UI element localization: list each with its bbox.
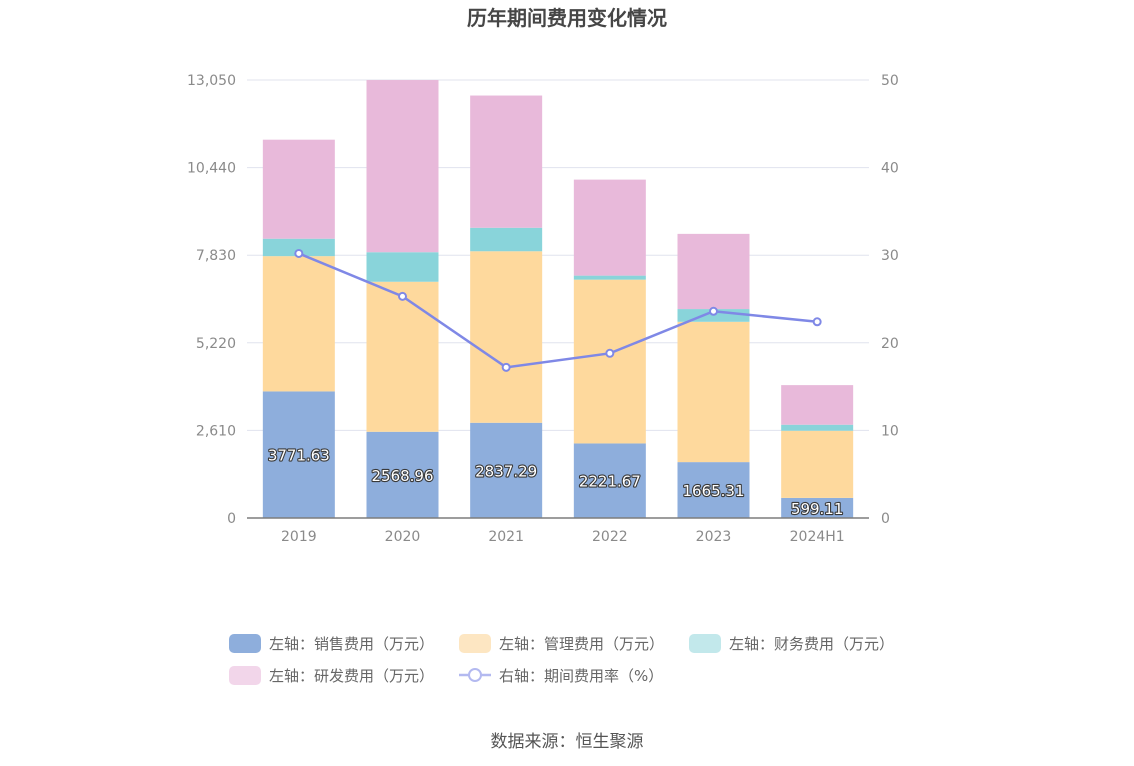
source-note: 数据来源：恒生聚源 [491, 732, 644, 752]
x-tick-label: 2023 [696, 529, 732, 545]
bar-value-label: 2568.96 [371, 467, 433, 485]
bar-segment-3 [262, 238, 335, 257]
legend-line-marker [468, 668, 482, 682]
bar-segment-4 [781, 385, 854, 425]
bar-value-label: 599.11 [791, 500, 844, 518]
rate-point [709, 306, 718, 316]
bar-segment-1 [573, 443, 646, 518]
chart-title: 历年期间费用变化情况 [467, 6, 667, 30]
x-tick-label: 2020 [385, 529, 421, 545]
right-tick-label: 10 [881, 423, 899, 439]
rate-line-path [298, 252, 818, 369]
bar-segment-3 [781, 424, 854, 431]
x-axis: 2019 2020 2021 2022 2023 2024H1 [247, 517, 869, 545]
bar-segment-4 [366, 80, 439, 253]
rate-point [501, 362, 511, 372]
x-tick-label: 2022 [592, 529, 628, 545]
legend: 左轴：销售费用（万元） 左轴：管理费用（万元） 左轴：财务费用（万元） 左轴：研发费用… [229, 634, 894, 685]
bar-segment-1 [262, 391, 335, 518]
x-tick-label: 2024H1 [790, 529, 845, 545]
bar-segment-4 [573, 179, 646, 276]
legend-label: 左轴：销售费用（万元） [269, 635, 434, 653]
legend-swatch [459, 634, 491, 653]
bar-segment-2 [470, 251, 543, 423]
left-tick-label: 13,050 [187, 73, 236, 89]
bar-segment-3 [573, 275, 646, 280]
legend-swatch [689, 634, 721, 653]
right-tick-label: 40 [881, 161, 899, 177]
bar-segment-4 [262, 139, 335, 239]
bar-segment-4 [677, 233, 750, 310]
x-tick-label: 2021 [488, 529, 524, 545]
bar-value-label: 2837.29 [475, 462, 537, 480]
bar-segment-2 [781, 430, 854, 498]
bar-segment-2 [366, 281, 439, 432]
legend-label: 左轴：财务费用（万元） [729, 635, 894, 653]
legend-label: 右轴：期间费用率（%） [499, 667, 663, 685]
bar-labels: 3771.63 2568.96 2837.29 2221.67 1665.31 599.1… [267, 446, 845, 519]
bar-segment-2 [573, 279, 646, 444]
rate-point [398, 291, 407, 301]
legend-label: 左轴：管理费用（万元） [499, 635, 664, 653]
left-tick-label: 5,220 [196, 336, 236, 352]
left-tick-label: 2,610 [196, 423, 236, 439]
legend-label: 左轴：研发费用（万元） [269, 667, 434, 685]
right-tick-label: 50 [881, 73, 899, 89]
grid-lines [247, 79, 869, 431]
legend-swatch [229, 634, 261, 653]
rate-point [605, 348, 615, 358]
right-axis: 0 10 20 30 40 50 [881, 73, 899, 527]
left-tick-label: 7,830 [196, 248, 236, 264]
legend-swatch [229, 666, 261, 685]
bar-segment-3 [470, 227, 543, 252]
bar-segment-1 [781, 497, 854, 518]
left-axis: 0 2,610 5,220 7,830 10,440 13,050 [187, 73, 236, 527]
bar-segment-4 [470, 95, 543, 228]
bar-value-label: 3771.63 [268, 447, 330, 465]
bar-segment-3 [366, 252, 439, 282]
bar-segment-2 [262, 256, 335, 392]
bar-segment-1 [677, 462, 750, 518]
bar-value-label: 1665.31 [682, 482, 744, 500]
rate-point [812, 317, 822, 327]
left-tick-label: 0 [227, 511, 236, 527]
bar-segment-2 [677, 321, 750, 463]
bar-segment-1 [470, 422, 543, 518]
bars [262, 80, 854, 518]
right-tick-label: 30 [881, 248, 899, 264]
bar-segment-1 [366, 431, 439, 518]
right-tick-label: 20 [881, 336, 899, 352]
left-tick-label: 10,440 [187, 161, 236, 177]
rate-point [294, 248, 304, 258]
right-tick-label: 0 [881, 511, 890, 527]
bar-value-label: 2221.67 [579, 473, 641, 491]
x-tick-label: 2019 [281, 529, 317, 545]
expense-rate-line [294, 248, 822, 372]
